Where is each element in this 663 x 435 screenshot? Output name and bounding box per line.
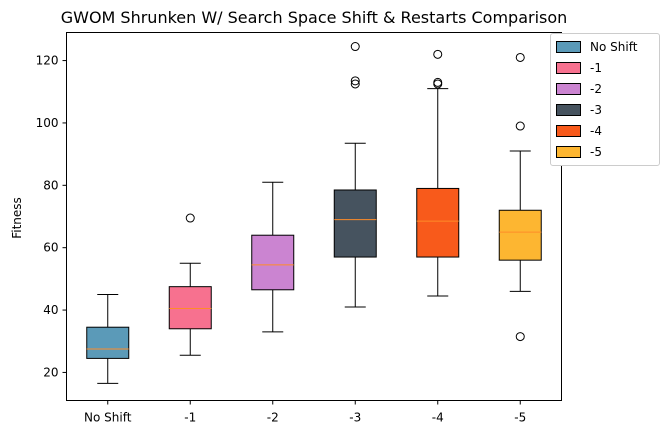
outlier-point [350, 79, 360, 89]
legend-label: -5 [590, 144, 602, 159]
legend-swatch [556, 40, 581, 53]
box--4 [416, 187, 460, 258]
legend-item: -5 [551, 141, 659, 162]
outlier-point [433, 49, 443, 59]
legend-label: -4 [590, 123, 602, 138]
y-tick-label: 60 [43, 241, 58, 255]
chart-title: GWOM Shrunken W/ Search Space Shift & Re… [61, 8, 568, 27]
x-tick-label: -4 [432, 411, 444, 425]
plot-area: 20 40 60 80 100 120 No Shift -1 -2 -3 -4 -5 [36, 42, 542, 425]
box--2 [251, 234, 295, 291]
x-tick-label: -2 [267, 411, 279, 425]
legend: No Shift -1 -2 -3 -4 -5 [550, 33, 660, 166]
outlier-point [185, 213, 195, 223]
y-tick-label: 120 [36, 54, 59, 68]
legend-label: No Shift [590, 39, 638, 54]
outlier-point [515, 52, 525, 62]
y-tick-label: 20 [43, 365, 58, 379]
outlier-point [350, 42, 360, 52]
legend-label: -3 [590, 102, 602, 117]
box--1 [168, 286, 212, 330]
box--5 [498, 209, 542, 261]
box-no-shift [86, 326, 130, 359]
legend-item: -3 [551, 99, 659, 120]
legend-label: -2 [590, 81, 602, 96]
legend-swatch [556, 103, 581, 116]
legend-label: -1 [590, 60, 602, 75]
legend-item: -4 [551, 120, 659, 141]
plot-frame [66, 32, 562, 401]
x-tick-label: -5 [514, 411, 526, 425]
x-tick-label: -3 [349, 411, 361, 425]
legend-swatch [556, 61, 581, 74]
legend-swatch [556, 82, 581, 95]
y-tick-label: 100 [36, 116, 59, 130]
y-tick-label: 40 [43, 303, 58, 317]
outlier-point [433, 77, 443, 87]
x-tick-label: No Shift [84, 411, 132, 425]
legend-item: No Shift [551, 36, 659, 57]
y-axis-label: Fitness [10, 197, 24, 239]
y-tick-label: 80 [43, 178, 58, 192]
legend-swatch [556, 145, 581, 158]
outlier-point [515, 332, 525, 342]
legend-item: -2 [551, 78, 659, 99]
legend-item: -1 [551, 57, 659, 78]
outlier-point [350, 76, 360, 86]
box--3 [333, 189, 377, 258]
legend-swatch [556, 124, 581, 137]
x-tick-label: -1 [184, 411, 196, 425]
outlier-point [515, 121, 525, 131]
